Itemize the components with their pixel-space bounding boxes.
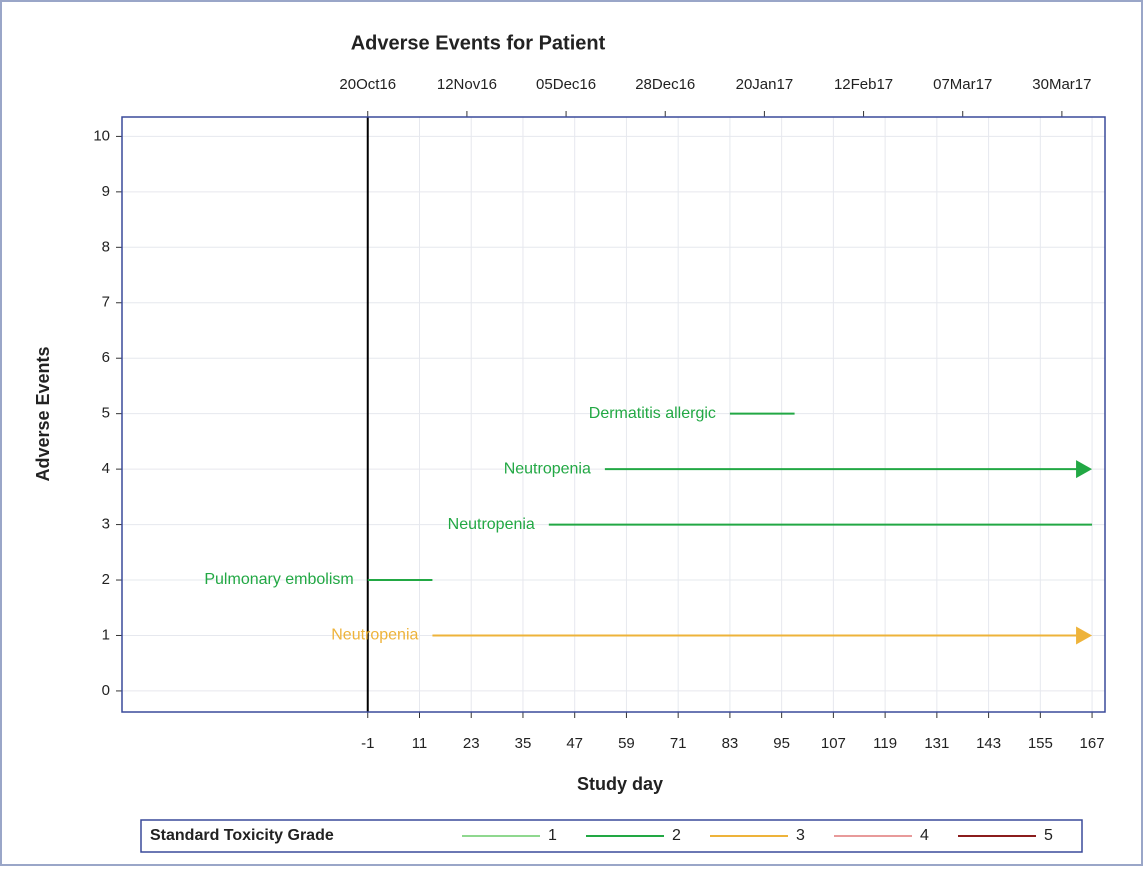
y-tick-label: 9 <box>102 183 110 200</box>
y-tick-label: 7 <box>102 294 110 311</box>
x2-tick-label: 12Nov16 <box>437 76 497 93</box>
x-tick-label: 155 <box>1028 735 1053 752</box>
x-tick-label: 11 <box>412 735 428 752</box>
x2-tick-label: 28Dec16 <box>635 76 695 93</box>
event-arrow <box>1076 460 1093 479</box>
legend-label: 1 <box>548 827 557 844</box>
x-tick-label: 23 <box>463 735 480 752</box>
plot-frame <box>121 116 1106 713</box>
x-tick-label: -1 <box>361 735 374 752</box>
y-tick-label: 4 <box>102 460 110 477</box>
x2-tick-label: 30Mar17 <box>1032 76 1091 93</box>
event-label: Pulmonary embolism <box>204 571 353 588</box>
x-tick-label: 95 <box>773 735 790 752</box>
y-tick-label: 3 <box>102 516 110 533</box>
x-tick-label: 71 <box>670 735 687 752</box>
legend-label: 3 <box>796 827 805 844</box>
y-tick-label: 8 <box>102 238 110 255</box>
legend-label: 4 <box>920 827 929 844</box>
legend-title: Standard Toxicity Grade <box>150 827 334 844</box>
x2-tick-label: 07Mar17 <box>933 76 992 93</box>
event-label: Dermatitis allergic <box>589 405 716 422</box>
x-tick-label: 35 <box>515 735 532 752</box>
x2-tick-label: 05Dec16 <box>536 76 596 93</box>
x-tick-label: 83 <box>722 735 739 752</box>
x-tick-label: 143 <box>976 735 1001 752</box>
event-arrow <box>1076 626 1093 645</box>
y-tick-label: 1 <box>102 626 110 643</box>
x-axis-label: Study day <box>577 774 663 794</box>
y-axis-label: Adverse Events <box>33 346 53 481</box>
y-tick-label: 0 <box>102 682 110 699</box>
y-tick-label: 6 <box>102 349 110 366</box>
x-tick-label: 167 <box>1080 735 1105 752</box>
y-tick-label: 5 <box>102 405 110 422</box>
event-label: Neutropenia <box>448 516 535 533</box>
x2-tick-label: 20Jan17 <box>736 76 794 93</box>
legend-label: 2 <box>672 827 681 844</box>
x-tick-label: 59 <box>618 735 635 752</box>
x-tick-label: 107 <box>821 735 846 752</box>
x-tick-label: 119 <box>873 735 897 752</box>
x-tick-label: 131 <box>924 735 949 752</box>
event-label: Neutropenia <box>504 460 591 477</box>
y-tick-label: 2 <box>102 571 110 588</box>
legend-label: 5 <box>1044 827 1053 844</box>
y-tick-label: 10 <box>93 127 110 144</box>
x2-tick-label: 20Oct16 <box>339 76 396 93</box>
x2-tick-label: 12Feb17 <box>834 76 893 93</box>
event-label: Neutropenia <box>331 627 418 644</box>
chart-title: Adverse Events for Patient <box>351 32 606 54</box>
x-tick-label: 47 <box>566 735 583 752</box>
